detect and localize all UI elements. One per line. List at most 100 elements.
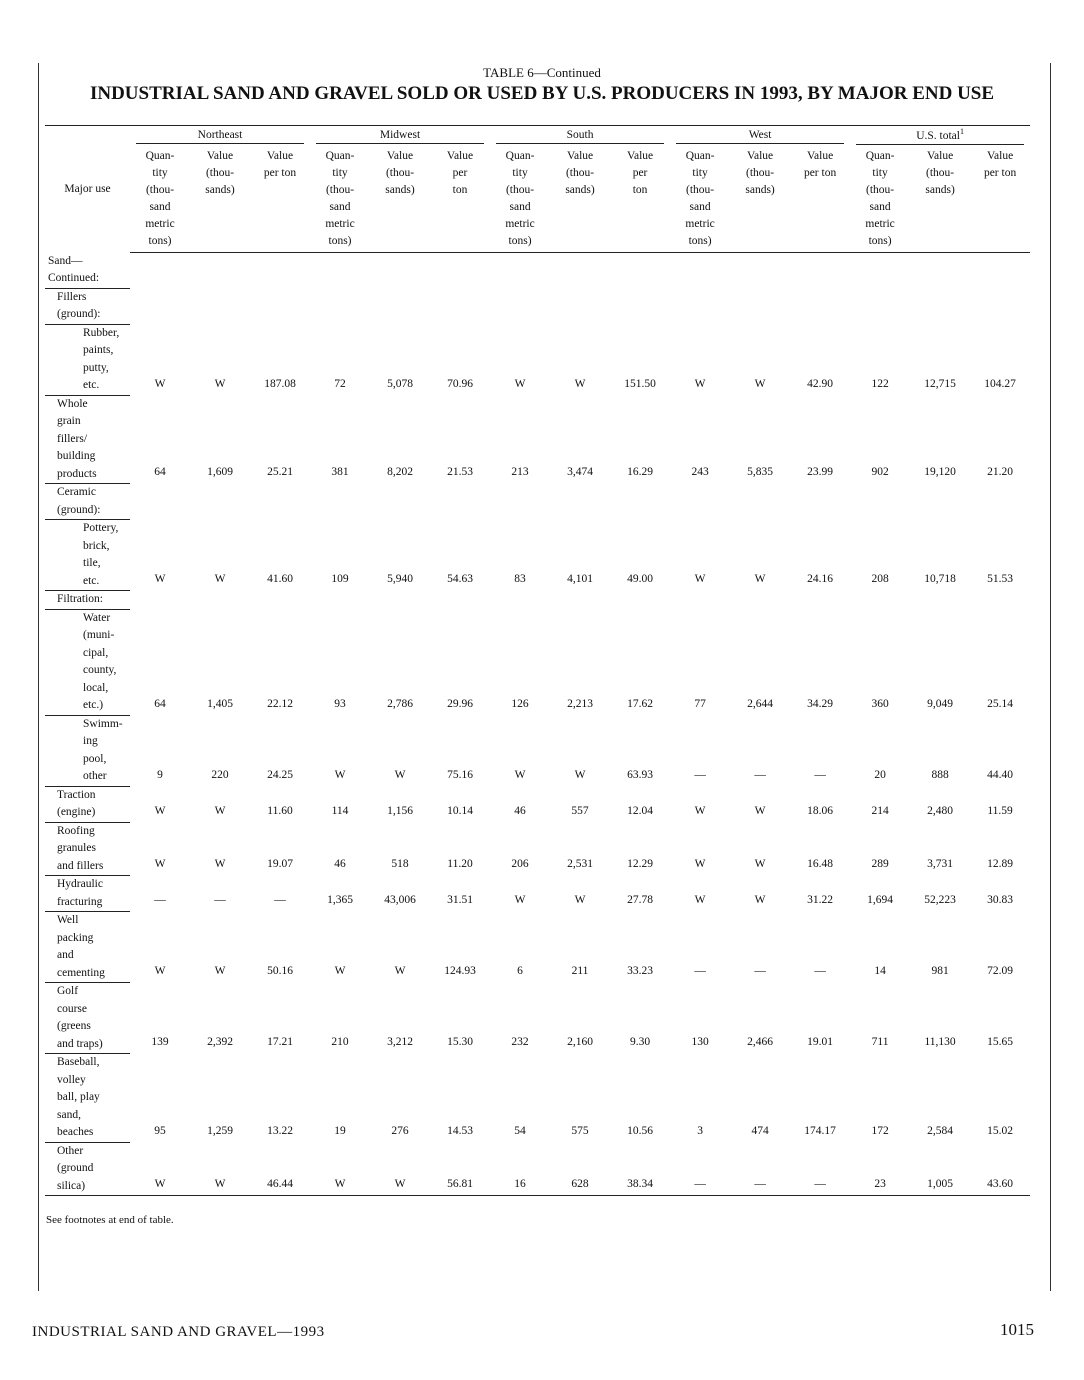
label-line: putty,	[83, 361, 109, 374]
cell: —	[790, 1142, 851, 1196]
label-line: building	[57, 450, 96, 462]
cell: W	[514, 377, 526, 390]
cell: 23	[850, 1142, 911, 1196]
table-row: Pottery, brick, tile, etc. W W 41.60 109 5,940 54…	[45, 519, 1030, 591]
cell	[310, 288, 370, 324]
cell: 1,365	[327, 894, 353, 906]
cell: 1,694	[867, 894, 894, 906]
header-line: ton	[632, 184, 648, 196]
cell	[190, 484, 250, 520]
column-header: Value (thou-sands)	[910, 146, 971, 253]
cell: 15.02	[987, 1124, 1014, 1137]
cell: W	[130, 1142, 190, 1196]
header-line: Quan-	[145, 150, 175, 162]
row-label: Sand— Continued:	[45, 252, 130, 289]
label-line: fracturing	[57, 895, 103, 908]
cell: 9.30	[629, 1036, 651, 1048]
cell: 2,584	[927, 1124, 954, 1137]
cell: 19	[334, 1124, 346, 1137]
label-line: other	[83, 770, 107, 782]
cell: 25.21	[267, 466, 293, 478]
header-line: metric	[145, 218, 175, 230]
column-header: Value (thou-sands)	[730, 146, 791, 253]
cell: W	[394, 768, 406, 781]
cell: —	[670, 1142, 731, 1196]
cell: 56.81	[430, 1142, 491, 1196]
cell: 575	[571, 1124, 589, 1137]
cell: 276	[391, 1124, 409, 1137]
cell: 70.96	[447, 377, 473, 390]
row-label: Fillers (ground):	[45, 288, 130, 325]
label-line: Sand—	[48, 254, 83, 267]
cell	[850, 253, 910, 289]
cell: 139	[151, 1036, 169, 1048]
cell: 8,202	[387, 466, 413, 478]
column-header: Value per ton	[610, 146, 671, 253]
region-header: West	[670, 125, 851, 146]
cell	[610, 484, 670, 520]
row-label: Swimm-ing pool, other	[45, 715, 130, 787]
header-line: per ton	[803, 167, 837, 179]
label-line: and	[57, 949, 74, 961]
cell: 9	[157, 768, 163, 781]
label-line: granules	[57, 842, 96, 854]
header-line: Quan-	[865, 150, 895, 162]
row-label: Golf course (greens and traps)	[45, 982, 130, 1054]
cell: 210	[331, 1036, 349, 1048]
region-header: Midwest	[310, 125, 491, 146]
cell: W	[154, 573, 166, 585]
table-row: Well packing and cementing W W 50.16 W W 124.93 6 2…	[45, 911, 1030, 983]
cell	[190, 288, 250, 324]
region-header: South	[490, 125, 671, 146]
row-label: Whole grain fillers/building products	[45, 395, 130, 484]
label-line: etc.	[83, 574, 100, 587]
cell	[550, 591, 610, 610]
cell: 208	[871, 573, 889, 585]
cell: 21.20	[987, 466, 1014, 478]
cell: 43,006	[384, 894, 416, 906]
cell: 10.14	[447, 804, 473, 817]
row-label: Pottery, brick, tile, etc.	[45, 519, 130, 591]
cell: 33.23	[627, 965, 653, 977]
column-header: Value per ton	[790, 146, 851, 253]
label-line: Golf	[57, 985, 79, 997]
label-line: and fillers	[57, 859, 104, 872]
footnote-ref: 1	[959, 127, 964, 137]
cell: 220	[211, 768, 229, 781]
row-label: Other (ground silica)	[45, 1142, 130, 1196]
cell: 151.50	[624, 377, 656, 390]
cell: W	[574, 894, 586, 906]
cell: 114	[331, 804, 349, 817]
cell	[910, 484, 970, 520]
label-line: brick,	[83, 539, 110, 552]
header-line: Value	[626, 150, 654, 162]
header-line: (thou-	[205, 167, 235, 179]
cell: 360	[871, 697, 889, 710]
cell	[550, 253, 610, 289]
cell	[370, 484, 430, 520]
cell: 12,715	[924, 377, 956, 390]
column-header: Value (thou-sands)	[550, 146, 611, 253]
cell: 24.16	[807, 573, 834, 585]
label-line: Rubber,	[83, 326, 120, 339]
header-line: Value	[746, 150, 774, 162]
cell: 42.90	[807, 377, 834, 390]
cell: —	[754, 768, 766, 781]
cell: W	[154, 858, 166, 870]
header-line: sand	[149, 201, 171, 213]
label-line: Whole	[57, 397, 88, 410]
row-label: Water (muni-cipal, county, local, etc.)	[45, 609, 130, 716]
header-line: (thou-	[866, 184, 895, 196]
cell: 5,940	[387, 573, 413, 585]
cell	[670, 288, 730, 324]
cell: —	[754, 965, 766, 977]
cell	[610, 591, 670, 610]
cell: 6	[517, 965, 523, 977]
footnote: See footnotes at end of table.	[46, 1214, 174, 1226]
cell: —	[214, 894, 226, 906]
label-line: Ceramic	[57, 486, 96, 498]
header-line: tons)	[148, 235, 172, 247]
cell: 109	[331, 573, 349, 585]
label-line: pool,	[83, 752, 107, 765]
